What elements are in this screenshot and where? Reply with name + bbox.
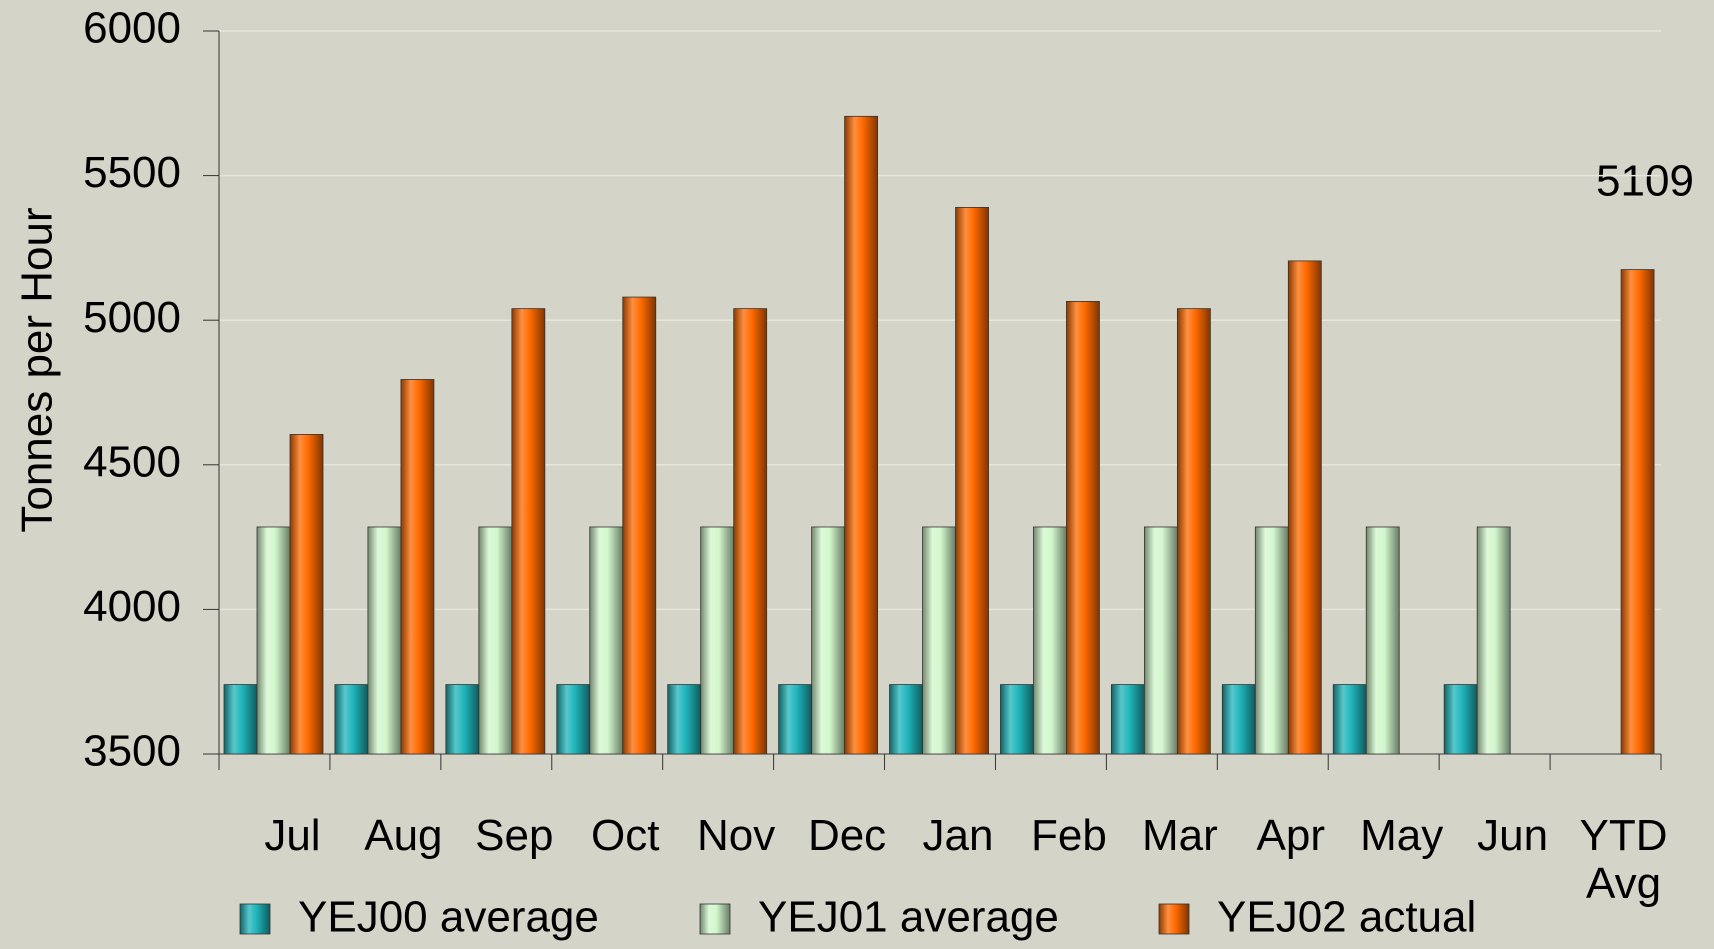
bar	[1000, 684, 1034, 755]
bar	[400, 379, 435, 755]
bar	[889, 684, 923, 755]
x-tick-label: Jan	[922, 811, 994, 860]
bar	[700, 526, 735, 755]
bar	[622, 296, 657, 755]
bar	[1365, 526, 1400, 755]
legend-swatch	[1158, 903, 1190, 935]
bar	[1476, 526, 1511, 755]
x-tick-label: Jul	[264, 811, 321, 860]
x-tick-label: May	[1360, 811, 1444, 860]
bar	[667, 684, 702, 755]
bar	[1176, 308, 1211, 755]
bar	[478, 526, 513, 755]
bar	[1443, 684, 1478, 755]
bar	[556, 684, 591, 755]
bar	[1110, 684, 1145, 755]
x-tick-label: Nov	[697, 811, 776, 860]
bar	[334, 684, 369, 755]
y-tick-label: 5000	[83, 293, 181, 342]
bar	[1332, 684, 1367, 755]
y-tick-label: 5500	[83, 148, 181, 197]
annotation: 5109	[1596, 157, 1694, 206]
bar	[256, 526, 291, 755]
bar	[1221, 684, 1256, 755]
bar	[367, 526, 402, 755]
bar	[844, 115, 879, 755]
bar	[1066, 301, 1100, 755]
x-tick-label: Mar	[1141, 811, 1218, 860]
bar	[1143, 526, 1178, 755]
legend-label: YEJ00 average	[298, 893, 599, 942]
bar	[1620, 269, 1655, 755]
x-tick-label: Aug	[364, 811, 443, 860]
legend-swatch	[239, 903, 271, 935]
y-tick-label: 4500	[83, 437, 181, 486]
bar	[922, 526, 956, 755]
x-tick-label: Sep	[475, 811, 554, 860]
bar	[1287, 260, 1322, 755]
y-tick-label: 4000	[83, 582, 181, 631]
x-tick-label: Oct	[590, 811, 660, 860]
bar	[589, 526, 624, 755]
bar	[811, 526, 846, 755]
y-axis-title: Tonnes per Hour	[13, 207, 62, 532]
bar	[778, 684, 813, 755]
bar	[289, 434, 324, 755]
bar	[733, 308, 768, 755]
y-tick-label: 3500	[83, 727, 181, 776]
bar	[511, 308, 546, 755]
legend-swatch	[699, 903, 731, 935]
bar	[1033, 526, 1067, 755]
x-tick-label: Dec	[807, 811, 887, 860]
x-tick-label: Feb	[1031, 811, 1107, 860]
bar	[1254, 526, 1289, 755]
x-tick-label: Jun	[1477, 811, 1549, 860]
bar	[955, 207, 989, 755]
bar	[445, 684, 480, 755]
legend-label: YEJ01 average	[758, 893, 1059, 942]
legend-label: YEJ02 actual	[1217, 893, 1476, 942]
y-tick-label: 6000	[83, 4, 181, 53]
x-tick-label: YTD Avg	[1579, 811, 1668, 908]
x-tick-label: Apr	[1256, 811, 1325, 860]
bar	[223, 684, 258, 755]
